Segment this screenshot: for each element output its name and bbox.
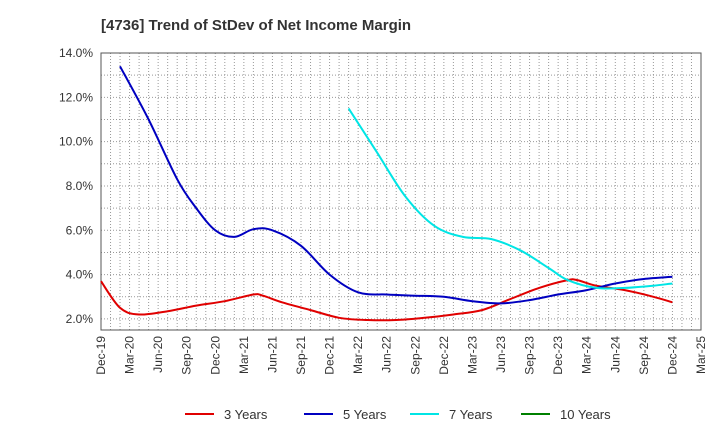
legend-label-10-years: 10 Years <box>560 407 611 422</box>
x-tick-label: Sep-22 <box>408 336 422 375</box>
x-tick-label: Sep-21 <box>294 336 308 375</box>
series-line-5-years <box>119 65 673 305</box>
y-tick-label: 4.0% <box>66 268 94 282</box>
x-tick-label: Mar-22 <box>351 336 365 374</box>
y-tick-label: 2.0% <box>66 312 94 326</box>
y-tick-label: 12.0% <box>59 90 93 104</box>
x-tick-label: Sep-20 <box>180 336 194 375</box>
series-lines <box>100 65 673 322</box>
x-tick-label: Jun-22 <box>380 336 394 373</box>
x-tick-label: Dec-21 <box>323 336 337 375</box>
y-tick-label: 8.0% <box>66 179 94 193</box>
x-tick-label: Sep-24 <box>637 336 651 375</box>
x-tick-label: Mar-21 <box>237 336 251 374</box>
legend: 3 Years 5 Years 7 Years 10 Years <box>185 407 611 422</box>
x-tick-label: Dec-24 <box>665 336 679 375</box>
x-tick-label: Mar-23 <box>465 336 479 374</box>
x-tick-label: Mar-24 <box>580 336 594 374</box>
plot-area <box>100 52 702 331</box>
series-line-7-years <box>347 107 673 290</box>
x-tick-label: Jun-20 <box>151 336 165 373</box>
x-tick-label: Dec-20 <box>208 336 222 375</box>
x-tick-label: Mar-20 <box>123 336 137 374</box>
plot-border <box>100 52 702 331</box>
series-line-3-years <box>100 278 673 322</box>
x-tick-label: Dec-19 <box>94 336 108 375</box>
x-tick-label: Sep-23 <box>523 336 537 375</box>
chart-title: [4736] Trend of StDev of Net Income Marg… <box>101 17 411 34</box>
x-tick-label: Jun-23 <box>494 336 508 373</box>
legend-label-3-years: 3 Years <box>224 407 268 422</box>
y-tick-label: 10.0% <box>59 135 93 149</box>
x-tick-label: Jun-24 <box>608 336 622 373</box>
x-tick-label: Dec-22 <box>437 336 451 375</box>
x-tick-label: Dec-23 <box>551 336 565 375</box>
y-tick-label: 14.0% <box>59 46 93 60</box>
x-tick-label: Mar-25 <box>694 336 708 374</box>
x-tick-label: Jun-21 <box>265 336 279 373</box>
legend-label-5-years: 5 Years <box>343 407 387 422</box>
y-tick-label: 6.0% <box>66 223 94 237</box>
x-axis: Dec-19 Mar-20 Jun-20 Sep-20 Dec-20 Mar-21 Jun-… <box>94 336 708 375</box>
y-axis: 2.0% 4.0% 6.0% 8.0% 10.0% 12.0% 14.0% <box>59 46 93 326</box>
legend-label-7-years: 7 Years <box>449 407 493 422</box>
